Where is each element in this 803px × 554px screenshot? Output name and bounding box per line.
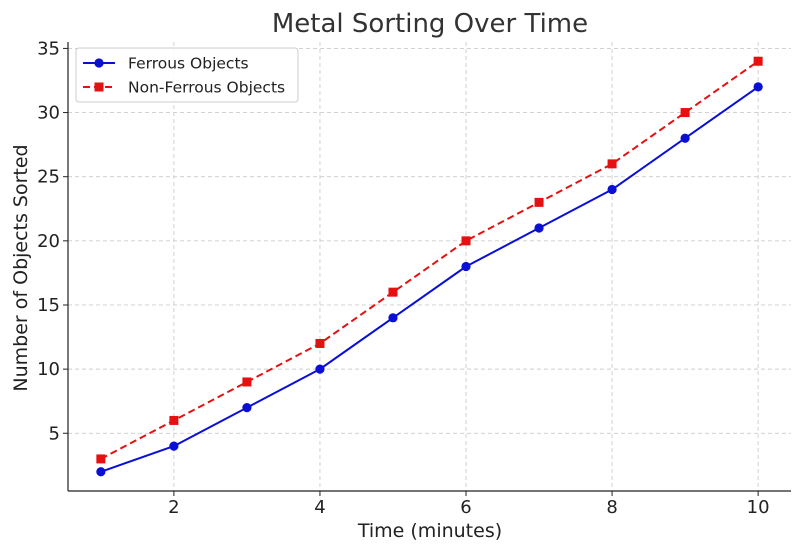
legend: Ferrous Objects Non-Ferrous Objects [75,47,299,103]
x-tick-label-8: 8 [606,497,617,518]
x-tick-label-10: 10 [747,497,770,518]
grid [68,42,791,491]
y-tick-label-20: 20 [37,231,60,252]
data-point-1-7 [607,159,617,169]
data-point-1-8 [680,108,690,118]
data-point-0-6 [534,223,544,233]
data-point-1-6 [534,197,544,207]
data-point-0-5 [461,261,471,272]
series-line-1 [100,60,759,460]
data-point-0-1 [169,441,179,451]
data-point-0-2 [242,403,252,413]
x-tick-label-2: 2 [168,497,179,518]
data-point-1-0 [96,454,106,464]
data-point-1-2 [242,377,252,387]
x-axis-label: Time (minutes) [357,520,502,542]
chart-title: Metal Sorting Over Time [272,9,588,39]
y-tick-label-30: 30 [37,103,60,124]
legend-marker-1 [94,82,104,92]
data-point-1-5 [461,236,471,246]
axes [63,42,791,496]
x-tick-label-4: 4 [314,497,325,518]
data-point-0-0 [96,467,106,477]
legend-marker-0 [94,58,104,68]
legend-label-1: Non-Ferrous Objects [128,79,285,97]
series-layer [96,56,763,477]
data-point-1-1 [169,415,179,425]
series-1 [96,56,763,464]
data-point-1-9 [753,56,763,66]
y-tick-label-25: 25 [37,167,60,188]
data-point-0-7 [607,184,617,195]
series-line-0 [100,86,759,473]
y-tick-label-10: 10 [37,359,60,380]
y-tick-label-5: 5 [49,423,60,444]
legend-label-0: Ferrous Objects [128,55,249,73]
data-point-1-3 [315,338,325,348]
series-0 [96,82,763,477]
data-point-0-4 [388,313,398,323]
data-point-0-9 [753,82,763,92]
data-point-0-3 [315,364,325,374]
x-tick-label-6: 6 [460,497,471,518]
y-tick-label-35: 35 [37,38,60,59]
y-tick-label-15: 15 [37,295,60,316]
tick-labels: 2 4 6 8 10 5 10 15 20 25 30 35 [37,38,769,518]
data-point-0-8 [680,133,690,143]
y-axis-label: Number of Objects Sorted [10,144,32,391]
data-point-1-4 [388,287,398,297]
legend-box [75,47,299,103]
